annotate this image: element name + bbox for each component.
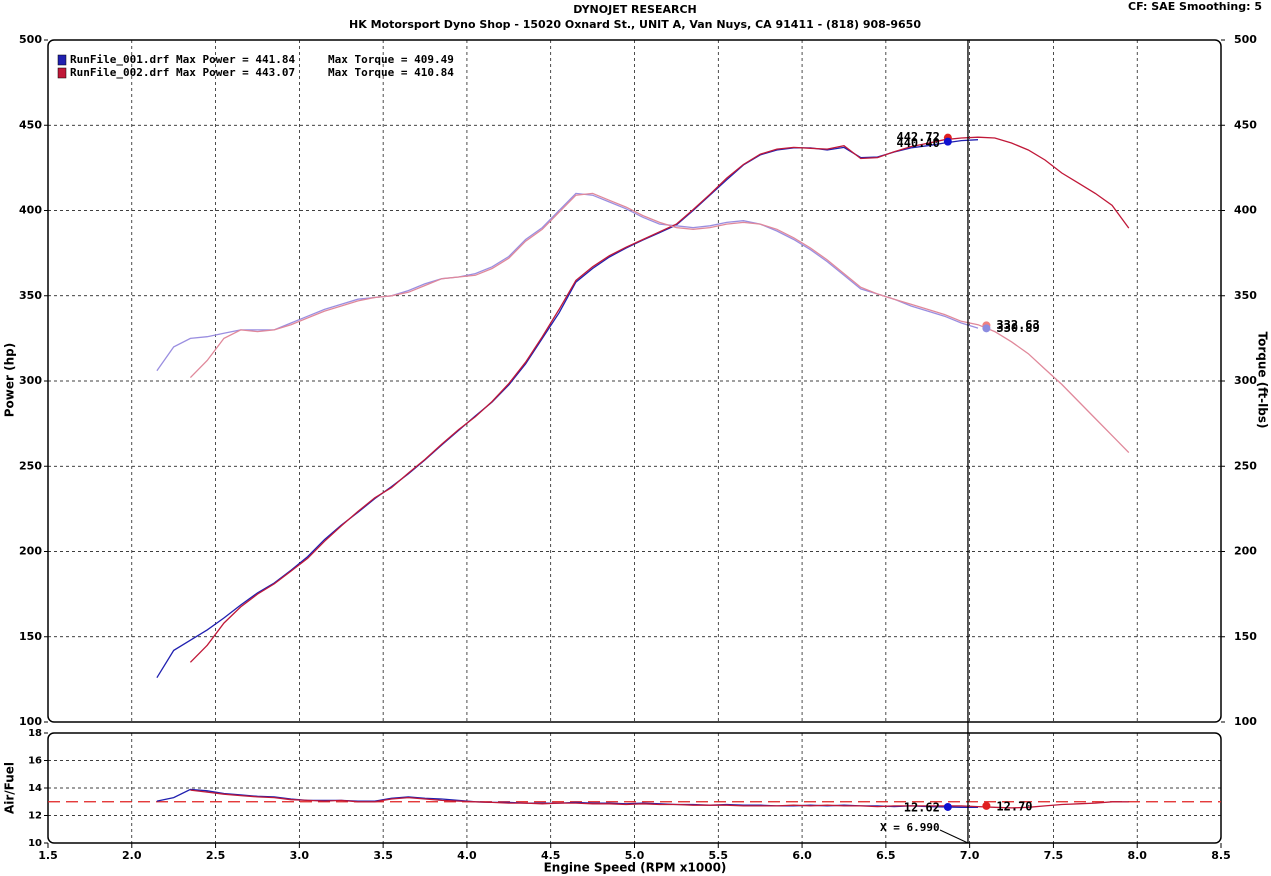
x-tick-label: 2.5: [206, 849, 226, 862]
marker-label: 442.72: [896, 130, 939, 144]
series-line: [189, 192, 1130, 454]
x-tick-label: 3.0: [290, 849, 310, 862]
legend-label: Max Torque = 410.84: [328, 66, 454, 79]
x-tick-label: 1.5: [38, 849, 58, 862]
afr-tick-label: 16: [28, 756, 42, 767]
y2-tick-label: 150: [1234, 630, 1257, 643]
x-tick-label: 7.0: [960, 849, 980, 862]
y-tick-label: 300: [19, 374, 42, 387]
x-tick-label: 4.0: [457, 849, 477, 862]
x-tick-label: 5.5: [709, 849, 729, 862]
marker-label: 330.89: [996, 321, 1039, 335]
y2-tick-label: 500: [1234, 33, 1257, 46]
x-tick-label: 8.5: [1211, 849, 1231, 862]
x-tick-label: 5.0: [625, 849, 645, 862]
y2-tick-label: 100: [1234, 715, 1257, 728]
y-tick-label: 400: [19, 204, 42, 217]
cursor-label: X = 6.990: [880, 821, 940, 834]
marker-label: 332.63: [996, 318, 1039, 332]
afr-tick-label: 12: [28, 811, 42, 822]
afr-tick-label: 14: [28, 783, 42, 794]
y2-tick-label: 350: [1234, 289, 1257, 302]
x-tick-label: 6.0: [792, 849, 812, 862]
y2-tick-label: 200: [1234, 545, 1257, 558]
series-line: [190, 789, 1129, 809]
marker-point: [982, 324, 991, 333]
x-tick-label: 3.5: [373, 849, 393, 862]
x-tick-label: 8.0: [1127, 849, 1147, 862]
y2-tick-label: 300: [1234, 374, 1257, 387]
y-axis-title: Power (hp): [3, 343, 17, 417]
cursor-leader: [939, 829, 969, 844]
y2-tick-label: 250: [1234, 459, 1257, 472]
afr-tick-label: 18: [28, 728, 42, 739]
legend-swatch: [57, 54, 67, 66]
y-tick-label: 150: [19, 630, 42, 643]
x-axis-title: Engine Speed (RPM x1000): [544, 861, 727, 875]
marker-label: 12.70: [996, 799, 1032, 813]
x-tick-label: 2.0: [122, 849, 142, 862]
series-line: [189, 136, 1130, 663]
marker-point: [943, 802, 952, 811]
settings-label: CF: SAE Smoothing: 5: [1128, 0, 1262, 13]
y-tick-label: 200: [19, 545, 42, 558]
legend-label: Max Torque = 409.49: [328, 53, 454, 66]
marker-point: [943, 137, 952, 146]
y2-tick-label: 400: [1234, 204, 1257, 217]
legend-label: RunFile_002.drf Max Power = 443.07: [70, 66, 295, 79]
series-line: [156, 139, 979, 679]
x-tick-label: 6.5: [876, 849, 896, 862]
y-tick-label: 100: [19, 715, 42, 728]
x-tick-label: 4.5: [541, 849, 561, 862]
chart-subtitle: HK Motorsport Dyno Shop - 15020 Oxnard S…: [349, 18, 921, 31]
y2-axis-title: Torque (ft-lbs): [1256, 332, 1270, 429]
y-tick-label: 350: [19, 289, 42, 302]
x-tick-label: 7.5: [1044, 849, 1064, 862]
y-tick-label: 500: [19, 33, 42, 46]
y-tick-label: 250: [19, 459, 42, 472]
y-tick-label: 450: [19, 118, 42, 131]
y2-tick-label: 450: [1234, 118, 1257, 131]
chart-title: DYNOJET RESEARCH: [573, 3, 696, 16]
marker-label: 12.62: [904, 800, 940, 814]
afr-tick-label: 10: [28, 838, 42, 849]
marker-label: 440.40: [896, 136, 939, 150]
legend-swatch: [57, 67, 67, 79]
legend-label: RunFile_001.drf Max Power = 441.84: [70, 53, 296, 66]
afr-axis-title: Air/Fuel: [3, 762, 17, 814]
marker-point: [982, 801, 991, 810]
series-line: [156, 192, 979, 372]
